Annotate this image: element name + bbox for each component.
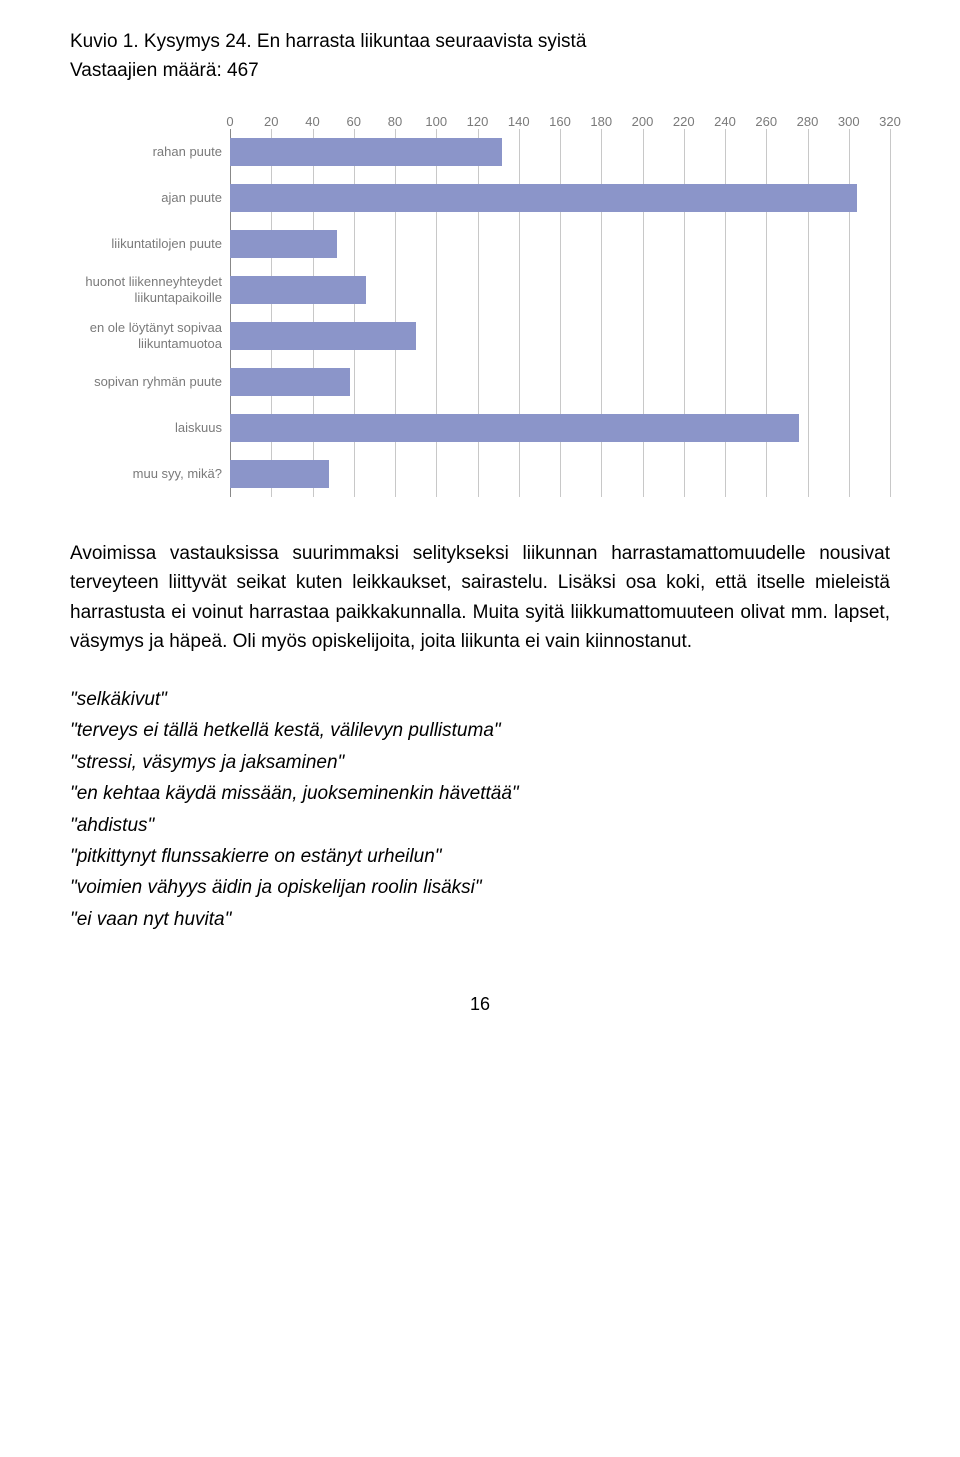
quote-line: "stressi, väsymys ja jaksaminen" <box>70 748 890 777</box>
bar <box>230 138 502 167</box>
x-tick: 180 <box>590 114 612 129</box>
heading-line1: Kuvio 1. Kysymys 24. En harrasta liikunt… <box>70 31 586 52</box>
body-paragraph: Avoimissa vastauksissa suurimmaksi selit… <box>70 539 890 657</box>
heading-line2: Vastaajien määrä: 467 <box>70 60 259 81</box>
bar-row <box>230 451 890 497</box>
x-tick: 260 <box>755 114 777 129</box>
quote-line: "voimien vähyys äidin ja opiskelijan roo… <box>70 873 890 902</box>
category-label: ajan puute <box>60 175 230 221</box>
quote-line: "ahdistus" <box>70 811 890 840</box>
quote-line: "selkäkivut" <box>70 685 890 714</box>
x-tick: 300 <box>838 114 860 129</box>
x-tick: 320 <box>879 114 901 129</box>
y-axis-labels: rahan puuteajan puuteliikuntatilojen puu… <box>60 129 230 497</box>
bar-row <box>230 405 890 451</box>
quote-list: "selkäkivut""terveys ei tällä hetkellä k… <box>70 685 890 935</box>
bar <box>230 368 350 397</box>
x-tick: 0 <box>226 114 233 129</box>
bar-row <box>230 129 890 175</box>
x-tick: 100 <box>425 114 447 129</box>
category-label: huonot liikenneyhteydet liikuntapaikoill… <box>60 267 230 313</box>
category-label: rahan puute <box>60 129 230 175</box>
x-tick: 200 <box>632 114 654 129</box>
bar <box>230 230 337 259</box>
quote-line: "pitkittynyt flunssakierre on estänyt ur… <box>70 842 890 871</box>
bar-row <box>230 313 890 359</box>
x-tick: 160 <box>549 114 571 129</box>
x-tick: 40 <box>305 114 319 129</box>
category-label: sopivan ryhmän puute <box>60 359 230 405</box>
chart: 0 20 40 60 80 100 120 140 160 180 200 220 240 260 280 3… <box>60 103 890 497</box>
chart-heading: Kuvio 1. Kysymys 24. En harrasta liikunt… <box>70 28 890 85</box>
x-axis: 0 20 40 60 80 100 120 140 160 180 200 220 240 260 280 3… <box>60 103 890 129</box>
x-tick: 240 <box>714 114 736 129</box>
category-label: muu syy, mikä? <box>60 451 230 497</box>
quote-line: "en kehtaa käydä missään, juokseminenkin… <box>70 779 890 808</box>
bar-row <box>230 175 890 221</box>
bar <box>230 414 799 443</box>
x-tick: 280 <box>797 114 819 129</box>
x-tick: 220 <box>673 114 695 129</box>
category-label: laiskuus <box>60 405 230 451</box>
category-label: en ole löytänyt sopivaa liikuntamuotoa <box>60 313 230 359</box>
category-label: liikuntatilojen puute <box>60 221 230 267</box>
bar <box>230 184 857 213</box>
x-tick: 20 <box>264 114 278 129</box>
bar <box>230 322 416 351</box>
x-tick: 120 <box>467 114 489 129</box>
x-tick: 60 <box>347 114 361 129</box>
bar <box>230 276 366 305</box>
x-tick: 140 <box>508 114 530 129</box>
quote-line: "ei vaan nyt huvita" <box>70 905 890 934</box>
x-tick: 80 <box>388 114 402 129</box>
bar-row <box>230 221 890 267</box>
quote-line: "terveys ei tällä hetkellä kestä, välile… <box>70 716 890 745</box>
page-number: 16 <box>70 994 890 1015</box>
bar-row <box>230 359 890 405</box>
plot-area <box>230 129 890 497</box>
bar <box>230 460 329 489</box>
bar-row <box>230 267 890 313</box>
